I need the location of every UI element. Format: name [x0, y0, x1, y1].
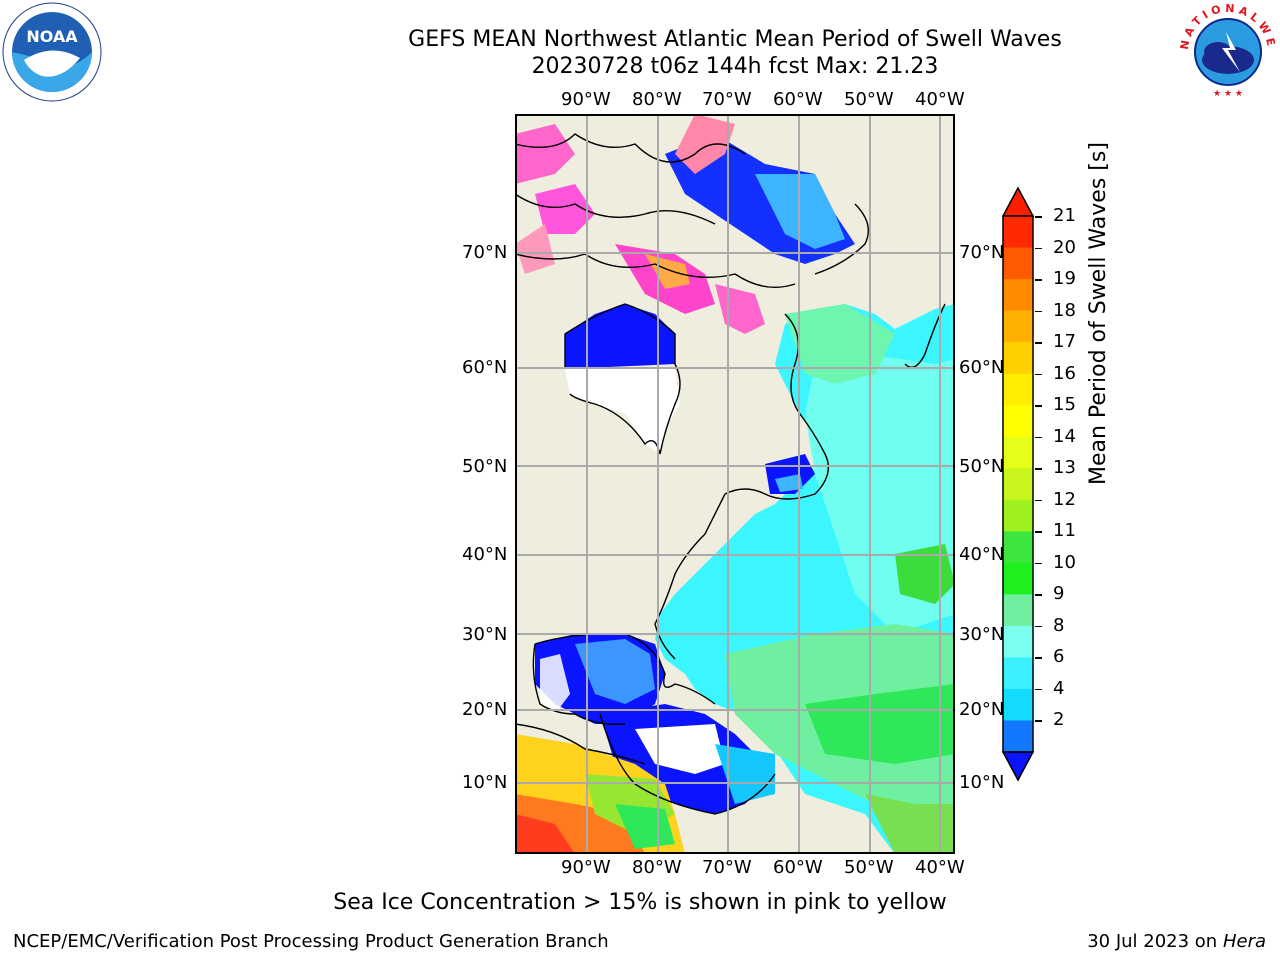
colorbar	[1001, 186, 1035, 782]
colorbar-tick-label: 10	[1053, 551, 1076, 573]
colorbar-tick-mark	[1035, 279, 1042, 281]
colorbar-segment	[1003, 688, 1033, 721]
colorbar-tick-label: 6	[1053, 646, 1065, 668]
lon-label-top-70w: 70°W	[702, 89, 752, 110]
colorbar-tick-label: 18	[1053, 299, 1076, 321]
sea-ice-note: Sea Ice Concentration > 15% is shown in …	[333, 890, 947, 915]
noaa-logo: NOAA	[2, 2, 102, 102]
colorbar-segment	[1003, 342, 1033, 375]
lon-label-bottom-40w: 40°W	[915, 857, 965, 878]
colorbar-tick-label: 14	[1053, 425, 1076, 447]
colorbar-segment	[1003, 531, 1033, 564]
lon-label-bottom-50w: 50°W	[844, 857, 894, 878]
colorbar-tick-mark	[1035, 562, 1042, 565]
lat-label-right-20n: 20°N	[959, 699, 1005, 720]
lon-label-top-50w: 50°W	[844, 89, 894, 110]
lat-label-left-20n: 20°N	[462, 699, 508, 720]
colorbar-segment	[1003, 436, 1033, 469]
lat-label-left-30n: 30°N	[462, 624, 508, 645]
lon-label-bottom-60w: 60°W	[773, 857, 823, 878]
lon-label-top-60w: 60°W	[773, 89, 823, 110]
colorbar-tick-mark	[1035, 405, 1042, 407]
colorbar-tick-label: 11	[1053, 520, 1076, 542]
footer-date: 30 Jul 2023 on Hera	[1087, 931, 1266, 952]
footer-credit: NCEP/EMC/Verification Post Processing Pr…	[13, 931, 609, 952]
hudson-bay	[565, 304, 675, 369]
lat-label-right-40n: 40°N	[959, 544, 1005, 565]
colorbar-tick-label: 9	[1053, 583, 1065, 605]
colorbar-label: Mean Period of Swell Waves [s]	[1086, 142, 1111, 485]
colorbar-segment	[1003, 657, 1033, 690]
lat-label-left-40n: 40°N	[462, 544, 508, 565]
colorbar-tick-mark	[1035, 594, 1042, 596]
colorbar-tick-label: 17	[1053, 331, 1076, 353]
map-plot	[515, 114, 955, 854]
lat-label-left-60n: 60°N	[462, 357, 508, 378]
colorbar-segment	[1003, 247, 1033, 280]
colorbar-tick-mark	[1035, 499, 1042, 502]
lon-label-bottom-80w: 80°W	[632, 857, 682, 878]
colorbar-tick-mark	[1035, 342, 1042, 344]
chart-subtitle: 20230728 t06z 144h fcst Max: 21.23	[531, 54, 939, 79]
lon-label-bottom-90w: 90°W	[561, 857, 611, 878]
lat-label-right-60n: 60°N	[959, 357, 1005, 378]
colorbar-tick-mark	[1035, 720, 1042, 722]
lat-label-right-70n: 70°N	[959, 242, 1005, 263]
lat-label-right-50n: 50°N	[959, 456, 1005, 477]
colorbar-tick-mark	[1035, 216, 1042, 218]
lat-label-left-70n: 70°N	[462, 242, 508, 263]
lon-label-bottom-70w: 70°W	[702, 857, 752, 878]
lat-label-right-30n: 30°N	[959, 624, 1005, 645]
colorbar-tick-label: 16	[1053, 362, 1076, 384]
colorbar-segment	[1003, 373, 1033, 406]
colorbar-low-extend	[1001, 751, 1035, 782]
colorbar-tick-label: 2	[1053, 709, 1065, 731]
colorbar-tick-mark	[1035, 625, 1042, 628]
colorbar-tick-label: 8	[1053, 614, 1065, 636]
colorbar-tick-label: 13	[1053, 457, 1076, 479]
colorbar-tick-mark	[1035, 531, 1042, 533]
lat-label-right-10n: 10°N	[959, 772, 1005, 793]
colorbar-tick-mark	[1035, 247, 1042, 250]
lon-label-top-90w: 90°W	[561, 89, 611, 110]
colorbar-tick-label: 12	[1053, 488, 1076, 510]
colorbar-tick-mark	[1035, 688, 1042, 691]
colorbar-tick-mark	[1035, 468, 1042, 470]
colorbar-segment	[1003, 310, 1033, 343]
colorbar-tick-mark	[1035, 436, 1042, 439]
coastlines	[515, 133, 946, 815]
colorbar-tick-label: 20	[1053, 236, 1076, 258]
hudson-bay-ice-free-white	[565, 369, 680, 454]
lon-label-top-80w: 80°W	[632, 89, 682, 110]
lat-label-left-10n: 10°N	[462, 772, 508, 793]
colorbar-tick-mark	[1035, 310, 1042, 313]
colorbar-tick-label: 15	[1053, 394, 1076, 416]
nws-logo: N A T I O N A L W E A T H E R ★ ★ ★	[1173, 0, 1278, 102]
colorbar-segment	[1003, 279, 1033, 312]
colorbar-segment	[1003, 594, 1033, 627]
chart-title: GEFS MEAN Northwest Atlantic Mean Period…	[408, 27, 1062, 52]
colorbar-tick-mark	[1035, 657, 1042, 659]
colorbar-segment	[1003, 468, 1033, 501]
graticule	[515, 114, 955, 854]
colorbar-high-extend	[1001, 186, 1035, 217]
svg-text:NOAA: NOAA	[26, 27, 78, 46]
colorbar-segment	[1003, 499, 1033, 532]
colorbar-segment	[1003, 216, 1033, 249]
colorbar-segment	[1003, 405, 1033, 438]
colorbar-segment	[1003, 562, 1033, 595]
colorbar-segment	[1003, 625, 1033, 658]
lon-label-top-40w: 40°W	[915, 89, 965, 110]
colorbar-tick-label: 19	[1053, 268, 1076, 290]
colorbar-segment	[1003, 720, 1033, 753]
colorbar-tick-mark	[1035, 373, 1042, 376]
colorbar-tick-label: 21	[1053, 205, 1076, 226]
colorbar-tick-label: 4	[1053, 677, 1065, 699]
lat-label-left-50n: 50°N	[462, 456, 508, 477]
svg-text:★ ★ ★: ★ ★ ★	[1213, 89, 1243, 99]
